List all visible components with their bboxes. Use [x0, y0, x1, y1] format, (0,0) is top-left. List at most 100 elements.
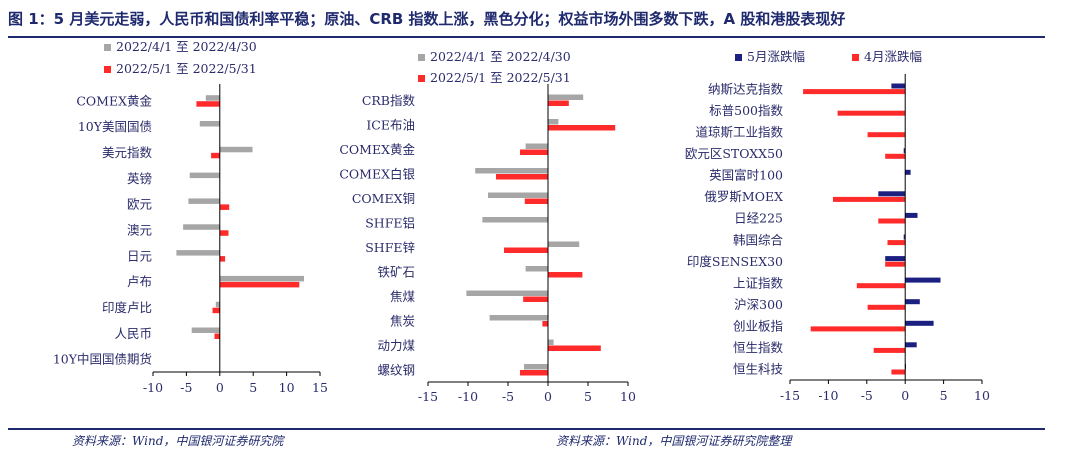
bar-series1	[482, 217, 548, 223]
bar-series1	[548, 241, 580, 247]
category-label: 沪深300	[734, 297, 783, 312]
category-label: 纳斯达克指数	[708, 81, 784, 96]
bar-series1	[488, 192, 548, 198]
bar-series2	[873, 347, 906, 353]
category-label: ICE布油	[366, 117, 415, 132]
bar-series2	[542, 321, 548, 327]
bar-series2	[548, 100, 569, 106]
bar-series1	[199, 121, 220, 127]
category-label: 螺纹钢	[377, 362, 415, 377]
bar-series2	[548, 272, 583, 278]
bar-series2	[878, 218, 906, 224]
bar-series1	[548, 119, 559, 125]
bar-series1	[205, 95, 220, 101]
bar-series1	[891, 83, 906, 89]
x-tick-label: -15	[418, 389, 438, 404]
category-label: 焦煤	[390, 289, 416, 304]
bar-series2	[548, 345, 601, 351]
bar-series2	[887, 240, 906, 246]
category-label: COMEX铜	[352, 191, 415, 206]
category-label: 印度卢比	[102, 300, 152, 315]
x-tick-label: 5	[940, 388, 948, 403]
x-tick-label: 5	[249, 380, 257, 395]
x-tick-label: 15	[312, 380, 328, 395]
bar-series1	[215, 301, 220, 308]
legend-swatch-2	[852, 54, 859, 61]
x-tick-label: -5	[502, 389, 514, 404]
category-label: 人民币	[114, 326, 152, 341]
bar-series1	[905, 277, 941, 283]
category-label: 10Y美国国债	[78, 119, 152, 134]
title-rule	[8, 36, 1045, 38]
bar-series1	[905, 342, 917, 348]
bar-series2	[520, 149, 548, 155]
x-tick-label: -15	[780, 388, 800, 403]
bar-series2	[885, 153, 906, 159]
source-note-left: 资料来源：Wind，中国银河证券研究院	[72, 434, 284, 448]
legend-label-1: 5月涨跌幅	[747, 49, 805, 64]
bar-series2	[856, 283, 906, 289]
bar-series1	[219, 146, 253, 153]
legend-label-2: 2022/5/1 至 2022/5/31	[430, 70, 571, 85]
legend-swatch-1	[735, 54, 742, 61]
bar-series2	[833, 196, 906, 202]
category-label: SHFE铝	[365, 215, 415, 230]
bar-series2	[867, 304, 906, 310]
bar-series2	[496, 174, 548, 180]
bar-series2	[219, 230, 229, 236]
bar-series2	[214, 333, 220, 339]
bar-series1	[905, 212, 918, 218]
bar-series1	[183, 224, 220, 230]
bar-series1	[548, 339, 554, 345]
bar-series2	[523, 296, 548, 302]
category-label: 日经225	[734, 211, 783, 226]
category-label: 英国富时100	[709, 168, 783, 183]
bar-series1	[176, 250, 220, 256]
bar-series2	[212, 307, 220, 314]
bar-series2	[219, 204, 230, 210]
bar-series1	[885, 256, 906, 262]
bar-series1	[191, 327, 220, 333]
bar-series2	[803, 89, 906, 95]
bar-series2	[211, 152, 220, 159]
footer-rule	[8, 428, 1045, 430]
category-label: 印度SENSEX30	[687, 254, 783, 269]
category-label: 欧元	[127, 197, 152, 212]
bar-series2	[219, 281, 300, 288]
bar-series1	[524, 364, 548, 370]
bar-series1	[548, 94, 584, 100]
bar-series2	[891, 369, 906, 375]
chart-canvas: 2022/4/1 至 2022/4/30 2022/5/1 至 2022/5/31…	[53, 39, 990, 404]
bar-series2	[837, 110, 906, 116]
category-label: 日元	[127, 248, 152, 263]
category-label: SHFE锌	[365, 240, 415, 255]
bar-series1	[905, 299, 920, 305]
category-label: 焦炭	[390, 313, 415, 328]
legend-label-2: 2022/5/1 至 2022/5/31	[116, 61, 257, 76]
category-label: 上证指数	[733, 275, 784, 290]
category-label: COMEX黄金	[76, 93, 152, 108]
category-label: 道琼斯工业指数	[695, 124, 783, 139]
bar-series2	[810, 326, 906, 332]
source-note-right: 资料来源：Wind，中国银河证券研究院整理	[556, 434, 792, 448]
x-tick-label: 10	[974, 388, 990, 403]
legend-swatch-1	[418, 54, 425, 61]
bar-series2	[504, 247, 548, 253]
category-label: 创业板指	[733, 319, 783, 334]
bar-series2	[548, 125, 616, 131]
legend-swatch-2	[104, 66, 111, 73]
category-label: 动力煤	[377, 338, 415, 353]
bar-series1	[905, 320, 934, 326]
category-label: COMEX黄金	[339, 142, 415, 157]
bar-series1	[905, 169, 911, 175]
legend-label-1: 2022/4/1 至 2022/4/30	[116, 39, 257, 54]
legend-swatch-1	[104, 44, 111, 51]
x-tick-label: -10	[143, 380, 163, 395]
x-tick-label: -5	[861, 388, 873, 403]
category-label: 澳元	[127, 223, 152, 238]
legend-label-1: 2022/4/1 至 2022/4/30	[430, 49, 571, 64]
x-tick-label: 10	[279, 380, 295, 395]
x-tick-label: -10	[818, 388, 838, 403]
bar-series1	[878, 191, 906, 197]
x-tick-label: 10	[620, 389, 636, 404]
